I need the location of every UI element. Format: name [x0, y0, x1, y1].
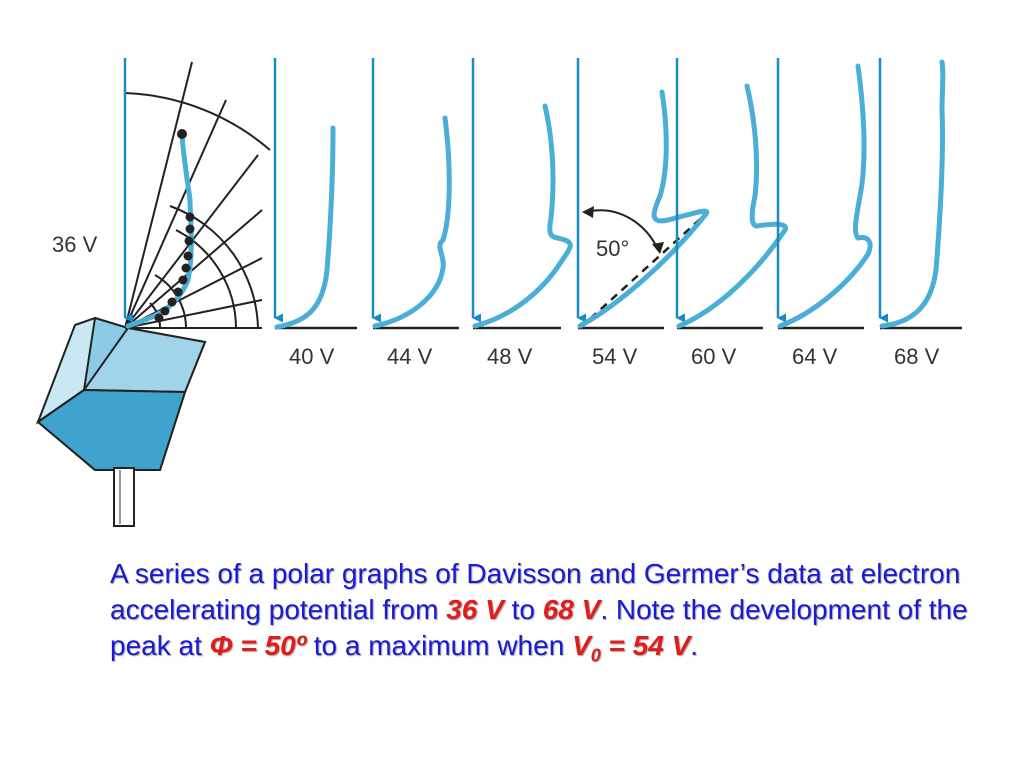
- polar-graph-40v: 40 V: [273, 58, 357, 369]
- caption-text-1: A series of a polar graphs of Davisson a…: [110, 558, 961, 625]
- caption-v0-symbol: V: [572, 630, 591, 661]
- intensity-curve-60v: [676, 83, 788, 329]
- caption: A series of a polar graphs of Davisson a…: [110, 556, 990, 674]
- voltage-label-54v: 54 V: [592, 344, 638, 369]
- polar-graph-36v: 36 V: [52, 58, 271, 329]
- voltage-label-36v: 36 V: [52, 232, 98, 257]
- voltage-label-40v: 40 V: [289, 344, 335, 369]
- data-points-36v: [154, 129, 195, 323]
- angle-arc-arrow: [585, 209, 659, 251]
- angle-arrowhead-start: [582, 206, 594, 218]
- intensity-curve-54v: [577, 89, 710, 329]
- caption-voltage-end: 68 V: [542, 594, 601, 625]
- polar-graph-54v: 50° 54 V: [576, 58, 710, 369]
- davisson-germer-polar-graphs: 36 V 40 V 44 V 48 V 50° 54 V 60 V: [35, 58, 962, 527]
- polar-grid: [124, 61, 271, 329]
- intensity-curve-44v: [372, 115, 452, 329]
- intensity-curve-40v: [274, 125, 336, 330]
- support-rod: [113, 467, 135, 527]
- caption-v0: V0 = 54 V: [572, 630, 691, 666]
- intensity-curve-64v: [777, 63, 873, 329]
- caption-voltage-start: 36 V: [446, 594, 504, 625]
- polar-graph-44v: 44 V: [371, 58, 459, 369]
- caption-text-5: .: [690, 630, 699, 661]
- voltage-label-48v: 48 V: [487, 344, 533, 369]
- voltage-label-60v: 60 V: [691, 344, 737, 369]
- polar-graph-48v: 48 V: [471, 58, 573, 369]
- polar-graph-60v: 60 V: [675, 58, 788, 369]
- caption-v0-subscript: 0: [590, 645, 601, 666]
- caption-text-3: . Note the development of the peak at: [110, 594, 968, 661]
- voltage-label-44v: 44 V: [387, 344, 433, 369]
- angle-label: 50°: [596, 236, 629, 261]
- voltage-label-64v: 64 V: [792, 344, 838, 369]
- caption-peak-angle: Φ = 50º: [209, 630, 306, 661]
- intensity-curve-68v: [879, 59, 946, 329]
- intensity-curve-48v: [472, 103, 573, 329]
- polar-graph-68v: 68 V: [878, 58, 962, 369]
- caption-text-2: to: [503, 594, 543, 625]
- crystal-face-front: [36, 388, 187, 471]
- polar-graph-64v: 64 V: [776, 58, 873, 369]
- peak-direction-dashed: [579, 211, 709, 329]
- caption-v0-value: = 54 V: [600, 630, 691, 661]
- angle-arrowhead-end: [652, 242, 664, 254]
- voltage-label-68v: 68 V: [894, 344, 940, 369]
- crystal-apparatus: [35, 316, 207, 527]
- caption-text-4: to a maximum when: [305, 630, 573, 661]
